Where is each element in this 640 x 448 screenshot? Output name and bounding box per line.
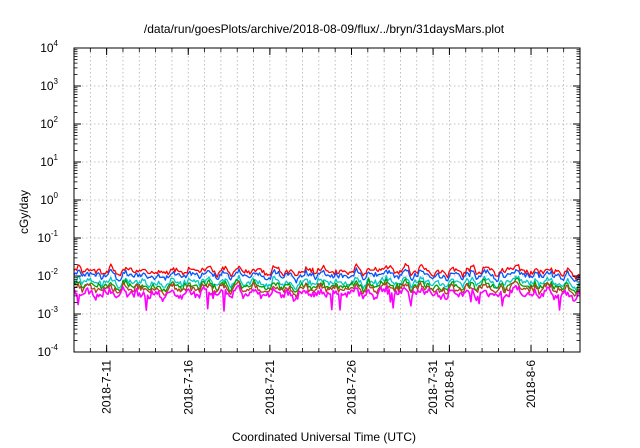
y-tick-label: 10-1 <box>38 229 59 245</box>
y-tick-labels: 10-4 10-3 10-2 10-1 100 101 102 103 104 <box>38 39 59 359</box>
series-line <box>73 267 581 284</box>
y-tick-label: 102 <box>40 115 58 131</box>
axes <box>73 47 581 353</box>
plot-frame <box>73 47 581 353</box>
x-tick-label: 2018-8-6 <box>524 360 538 408</box>
y-tick-label: 10-4 <box>38 343 59 359</box>
series-line <box>73 274 581 291</box>
y-tick-label: 101 <box>40 153 58 169</box>
y-axis-label: cGy/day <box>17 190 31 234</box>
x-tick-label: 2018-7-21 <box>263 360 277 415</box>
x-axis-label: Coordinated Universal Time (UTC) <box>232 430 416 444</box>
series-group <box>73 262 581 312</box>
x-tick-labels: 2018-7-11 2018-7-16 2018-7-21 2018-7-26 2018… <box>100 360 538 415</box>
series-line <box>73 277 581 295</box>
y-tick-label: 100 <box>40 191 58 207</box>
x-tick-label: 2018-7-11 <box>100 360 114 414</box>
y-tick-label: 10-2 <box>38 267 59 283</box>
series-line <box>73 284 581 312</box>
y-tick-label: 10-3 <box>38 305 59 321</box>
y-tick-label: 104 <box>40 39 58 55</box>
x-tick-label: 2018-7-16 <box>181 360 195 415</box>
x-tick-label: 2018-8-1 <box>442 360 456 408</box>
y-tick-label: 103 <box>40 77 58 93</box>
grid <box>74 48 580 352</box>
series-line <box>73 262 581 280</box>
series-line <box>73 280 581 299</box>
x-tick-label: 2018-7-26 <box>344 360 358 415</box>
x-tick-label: 2018-7-31 <box>426 360 440 415</box>
chart-title: /data/run/goesPlots/archive/2018-08-09/f… <box>144 22 505 36</box>
